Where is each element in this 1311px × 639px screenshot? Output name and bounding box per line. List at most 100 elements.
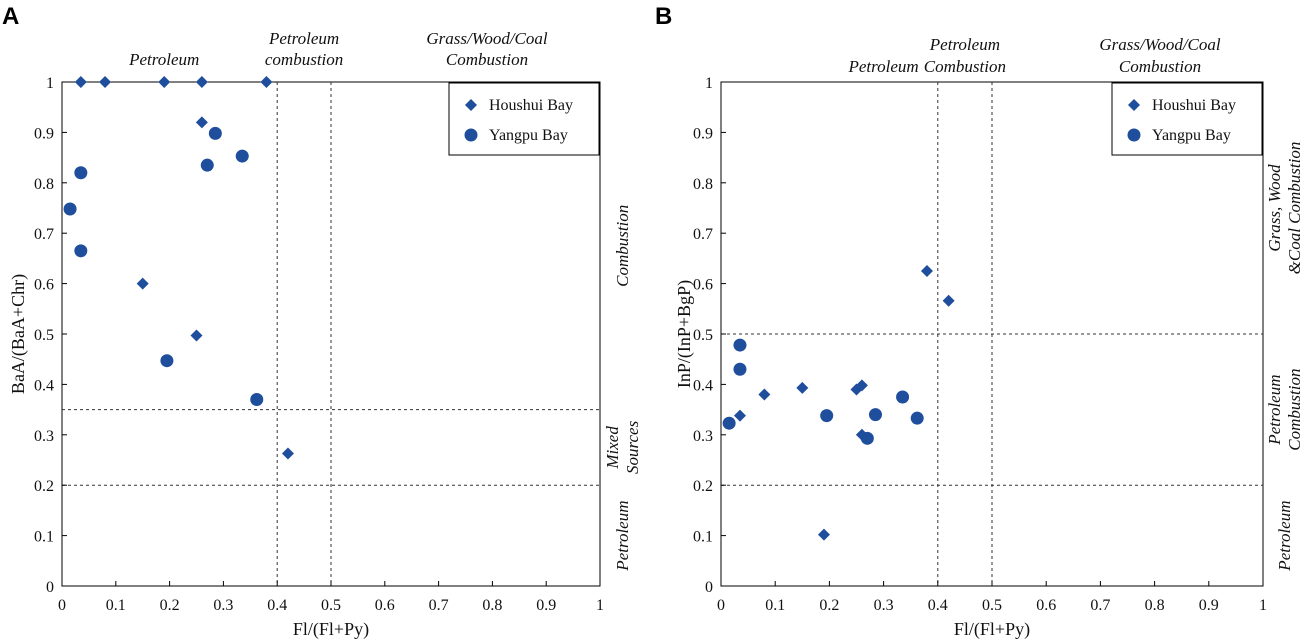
x-axis-label: Fl/(Fl+Py) <box>293 619 369 639</box>
yangpu-bay-point <box>74 166 88 180</box>
y-tick-label: 0.3 <box>34 428 54 445</box>
y-tick-label: 0.2 <box>693 478 713 495</box>
y-axis-label: InP/(InP+BgP) <box>674 280 695 388</box>
panel-letter: B <box>655 3 672 30</box>
region-label-right: &Coal Combustion <box>1285 142 1304 275</box>
legend-box <box>448 82 600 156</box>
region-label-right: Grass, Wood <box>1265 164 1284 252</box>
region-label-top: Petroleum <box>929 35 1000 54</box>
yangpu-bay-point <box>733 362 747 376</box>
region-label-top: Petroleum <box>268 29 339 48</box>
legend: Houshui Bay Yangpu Bay <box>448 82 600 156</box>
x-tick-label: 0.3 <box>213 597 233 614</box>
houshui-bay-point <box>158 76 171 88</box>
region-label-top: Petroleum <box>848 57 919 76</box>
yangpu-bay-point <box>868 408 882 422</box>
legend: Houshui Bay Yangpu Bay <box>1111 82 1263 156</box>
x-tick-label: 0.5 <box>321 597 341 614</box>
y-axis-label: BaA/(BaA+Chr) <box>8 274 29 394</box>
x-tick-label: 0.6 <box>375 597 395 614</box>
x-tick-label: 0.7 <box>1090 597 1110 614</box>
x-tick-label: 0.2 <box>819 597 839 614</box>
x-tick-label: 0.4 <box>928 597 948 614</box>
region-label-right: Petroleum <box>613 501 632 572</box>
y-tick-label: 0.1 <box>34 529 54 546</box>
region-label-right: Combustion <box>1285 369 1304 451</box>
houshui-bay-point <box>136 277 149 290</box>
x-tick-label: 0 <box>717 597 725 614</box>
region-label-top: Grass/Wood/Coal <box>426 29 548 48</box>
yangpu-bay-point <box>820 409 834 423</box>
x-tick-label: 0.5 <box>982 597 1002 614</box>
houshui-bay-point <box>74 76 87 88</box>
legend-box <box>1111 82 1263 156</box>
houshui-bay-point <box>758 388 771 401</box>
y-tick-label: 0.1 <box>693 529 713 546</box>
legend-label: Yangpu Bay <box>489 127 568 144</box>
legend-marker-circle <box>464 128 478 142</box>
houshui-bay-point <box>850 383 863 396</box>
x-tick-label: 0.6 <box>1036 597 1056 614</box>
panel-letter: A <box>2 3 19 30</box>
x-tick-label: 0.9 <box>1199 597 1219 614</box>
x-tick-label: 0.1 <box>106 597 126 614</box>
y-tick-label: 0.4 <box>693 377 713 394</box>
x-tick-label: 0.4 <box>267 597 287 614</box>
houshui-bay-point <box>260 76 273 88</box>
y-tick-label: 0.5 <box>34 327 54 344</box>
y-tick-label: 0.8 <box>34 176 54 193</box>
legend-marker-diamond <box>465 99 477 111</box>
houshui-bay-point <box>281 447 294 460</box>
panel-b: B 0 0.1 0.2 0.3 0.4 0.5 0.6 0.7 0.8 0.9 1 0 0.1 0.2 0.3… <box>655 3 1304 639</box>
y-tick-label: 0 <box>46 579 54 596</box>
y-tick-label: 0.2 <box>34 478 54 495</box>
yangpu-bay-point <box>235 149 249 163</box>
x-tick-label: 0.9 <box>536 597 556 614</box>
y-tick-label: 0.9 <box>34 125 54 142</box>
x-tick-label: 0.7 <box>429 597 449 614</box>
yangpu-bay-point <box>160 354 174 368</box>
region-label-top: Combustion <box>446 50 528 69</box>
y-tick-label: 0.6 <box>693 277 713 294</box>
x-tick-label: 0.8 <box>482 597 502 614</box>
region-label-right: Combustion <box>613 205 632 287</box>
houshui-bay-point <box>920 265 933 277</box>
y-tick-label: 0.5 <box>693 327 713 344</box>
x-tick-label: 0.3 <box>874 597 894 614</box>
legend-label: Houshui Bay <box>1152 97 1236 114</box>
legend-label: Yangpu Bay <box>1152 127 1231 144</box>
x-axis-label: Fl/(Fl+Py) <box>954 619 1030 639</box>
y-tick-label: 1 <box>46 75 54 92</box>
x-tick-label: 0.8 <box>1145 597 1165 614</box>
houshui-bay-point <box>942 294 955 307</box>
yangpu-bay-point <box>722 416 736 430</box>
y-tick-label: 0.9 <box>693 125 713 142</box>
region-label-top: Combustion <box>924 57 1006 76</box>
yangpu-bay-point <box>74 244 88 258</box>
houshui-bay-point <box>190 329 203 342</box>
y-tick-label: 0.3 <box>693 428 713 445</box>
yangpu-bay-point <box>896 390 910 404</box>
region-label-right: Petroleum <box>1265 375 1284 446</box>
yangpu-bay-point <box>860 431 874 445</box>
y-tick-label: 0.4 <box>34 377 54 394</box>
y-tick-label: 0.6 <box>34 277 54 294</box>
legend-label: Houshui Bay <box>489 97 573 114</box>
x-tick-label: 0.1 <box>765 597 785 614</box>
houshui-bay-point <box>195 116 208 129</box>
region-label-right: Petroleum <box>1275 501 1294 572</box>
y-tick-label: 0 <box>705 579 713 596</box>
y-tick-label: 1 <box>705 75 713 92</box>
y-tick-label: 0.7 <box>34 226 54 243</box>
yangpu-bay-point <box>910 411 924 425</box>
region-label-top: combustion <box>265 50 343 69</box>
x-tick-label: 0 <box>58 597 66 614</box>
yangpu-bay-point <box>733 338 747 352</box>
x-tick-label: 1 <box>1259 597 1267 614</box>
yangpu-bay-point <box>200 158 214 172</box>
region-label-top: Petroleum <box>128 50 199 69</box>
houshui-bay-point <box>195 76 208 88</box>
legend-marker-circle <box>1127 128 1141 142</box>
yangpu-bay-point <box>208 126 222 140</box>
